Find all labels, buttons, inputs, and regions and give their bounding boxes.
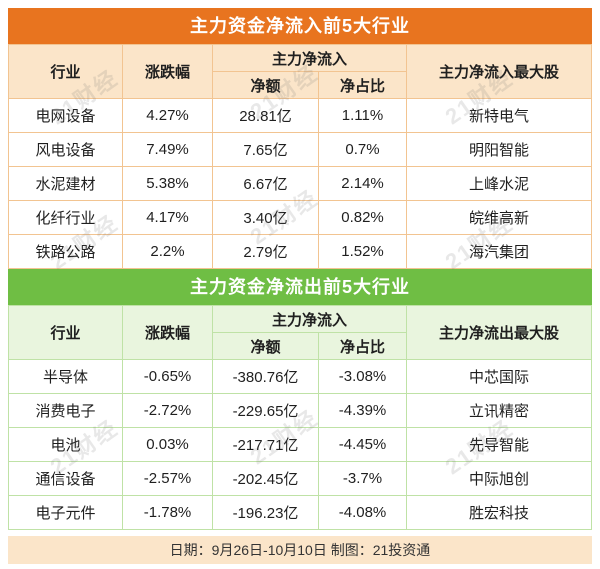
cell-change: -1.78%	[122, 495, 213, 530]
table-row: 电子元件 -1.78% -196.23亿 -4.08% 胜宏科技	[8, 495, 592, 530]
col-header-top-stock: 主力净流入最大股	[406, 44, 592, 99]
cell-top-stock: 中际旭创	[406, 461, 592, 496]
cell-net-amount: 2.79亿	[212, 234, 319, 269]
cell-change: 0.03%	[122, 427, 213, 462]
cell-net-ratio: -3.7%	[317, 461, 408, 496]
cell-net-ratio: 1.11%	[317, 98, 408, 133]
cell-industry: 电池	[8, 427, 123, 462]
col-header-change: 涨跌幅	[122, 305, 213, 360]
col-header-net-amount: 净额	[212, 332, 319, 360]
col-header-industry: 行业	[8, 305, 123, 360]
cell-net-amount: 7.65亿	[212, 132, 319, 167]
cell-industry: 消费电子	[8, 393, 123, 428]
table-row: 消费电子 -2.72% -229.65亿 -4.39% 立讯精密	[8, 393, 592, 428]
cell-net-ratio: 0.7%	[317, 132, 408, 167]
cell-change: 2.2%	[122, 234, 213, 269]
cell-industry: 化纤行业	[8, 200, 123, 235]
table-row: 化纤行业 4.17% 3.40亿 0.82% 皖维高新	[8, 200, 592, 235]
footer-caption: 日期：9月26日-10月10日 制图：21投资通	[8, 536, 592, 564]
cell-change: 7.49%	[122, 132, 213, 167]
inflow-title: 主力资金净流入前5大行业	[8, 8, 592, 44]
cell-industry: 水泥建材	[8, 166, 123, 201]
table-row: 通信设备 -2.57% -202.45亿 -3.7% 中际旭创	[8, 461, 592, 496]
col-header-net-ratio: 净占比	[317, 332, 408, 360]
cell-net-ratio: 0.82%	[317, 200, 408, 235]
cell-industry: 电网设备	[8, 98, 123, 133]
cell-top-stock: 皖维高新	[406, 200, 592, 235]
cell-top-stock: 新特电气	[406, 98, 592, 133]
cell-industry: 半导体	[8, 359, 123, 394]
cell-change: -0.65%	[122, 359, 213, 394]
cell-net-amount: 3.40亿	[212, 200, 319, 235]
cell-net-amount: 6.67亿	[212, 166, 319, 201]
cell-net-amount: -196.23亿	[212, 495, 319, 530]
cell-net-ratio: -4.39%	[317, 393, 408, 428]
table-row: 电网设备 4.27% 28.81亿 1.11% 新特电气	[8, 98, 592, 133]
cell-industry: 铁路公路	[8, 234, 123, 269]
cell-net-amount: -202.45亿	[212, 461, 319, 496]
col-header-net-amount: 净额	[212, 71, 319, 99]
cell-net-amount: -229.65亿	[212, 393, 319, 428]
cell-net-amount: 28.81亿	[212, 98, 319, 133]
cell-net-ratio: 2.14%	[317, 166, 408, 201]
table-row: 电池 0.03% -217.71亿 -4.45% 先导智能	[8, 427, 592, 462]
cell-net-ratio: -3.08%	[317, 359, 408, 394]
inflow-header-row: 行业 涨跌幅 主力净流入 主力净流入最大股	[8, 44, 592, 99]
outflow-table: 行业 涨跌幅 主力净流入 主力净流出最大股 净额 净占比 半导体 -0.65% …	[8, 305, 592, 530]
cell-change: 5.38%	[122, 166, 213, 201]
cell-top-stock: 明阳智能	[406, 132, 592, 167]
cell-net-amount: -380.76亿	[212, 359, 319, 394]
col-header-group: 主力净流入	[211, 305, 408, 333]
cell-change: 4.27%	[122, 98, 213, 133]
table-row: 铁路公路 2.2% 2.79亿 1.52% 海汽集团	[8, 234, 592, 269]
cell-industry: 电子元件	[8, 495, 123, 530]
col-header-group: 主力净流入	[211, 44, 408, 72]
cell-change: -2.72%	[122, 393, 213, 428]
inflow-table: 行业 涨跌幅 主力净流入 主力净流入最大股 净额 净占比 电网设备 4.27% …	[8, 44, 592, 269]
col-header-net-ratio: 净占比	[317, 71, 408, 99]
cell-top-stock: 胜宏科技	[406, 495, 592, 530]
cell-top-stock: 立讯精密	[406, 393, 592, 428]
cell-industry: 通信设备	[8, 461, 123, 496]
cell-top-stock: 海汽集团	[406, 234, 592, 269]
outflow-header-row: 行业 涨跌幅 主力净流入 主力净流出最大股	[8, 305, 592, 360]
cell-change: 4.17%	[122, 200, 213, 235]
cell-industry: 风电设备	[8, 132, 123, 167]
table-row: 风电设备 7.49% 7.65亿 0.7% 明阳智能	[8, 132, 592, 167]
cell-top-stock: 中芯国际	[406, 359, 592, 394]
cell-net-ratio: -4.45%	[317, 427, 408, 462]
cell-net-ratio: 1.52%	[317, 234, 408, 269]
cell-net-amount: -217.71亿	[212, 427, 319, 462]
cell-top-stock: 上峰水泥	[406, 166, 592, 201]
col-header-industry: 行业	[8, 44, 123, 99]
cell-net-ratio: -4.08%	[317, 495, 408, 530]
col-header-top-stock: 主力净流出最大股	[406, 305, 592, 360]
table-row: 水泥建材 5.38% 6.67亿 2.14% 上峰水泥	[8, 166, 592, 201]
cell-change: -2.57%	[122, 461, 213, 496]
inflow-subheader-row: 净额 净占比	[9, 71, 592, 99]
outflow-title: 主力资金净流出前5大行业	[8, 269, 592, 305]
cell-top-stock: 先导智能	[406, 427, 592, 462]
col-header-change: 涨跌幅	[122, 44, 213, 99]
table-row: 半导体 -0.65% -380.76亿 -3.08% 中芯国际	[8, 359, 592, 394]
